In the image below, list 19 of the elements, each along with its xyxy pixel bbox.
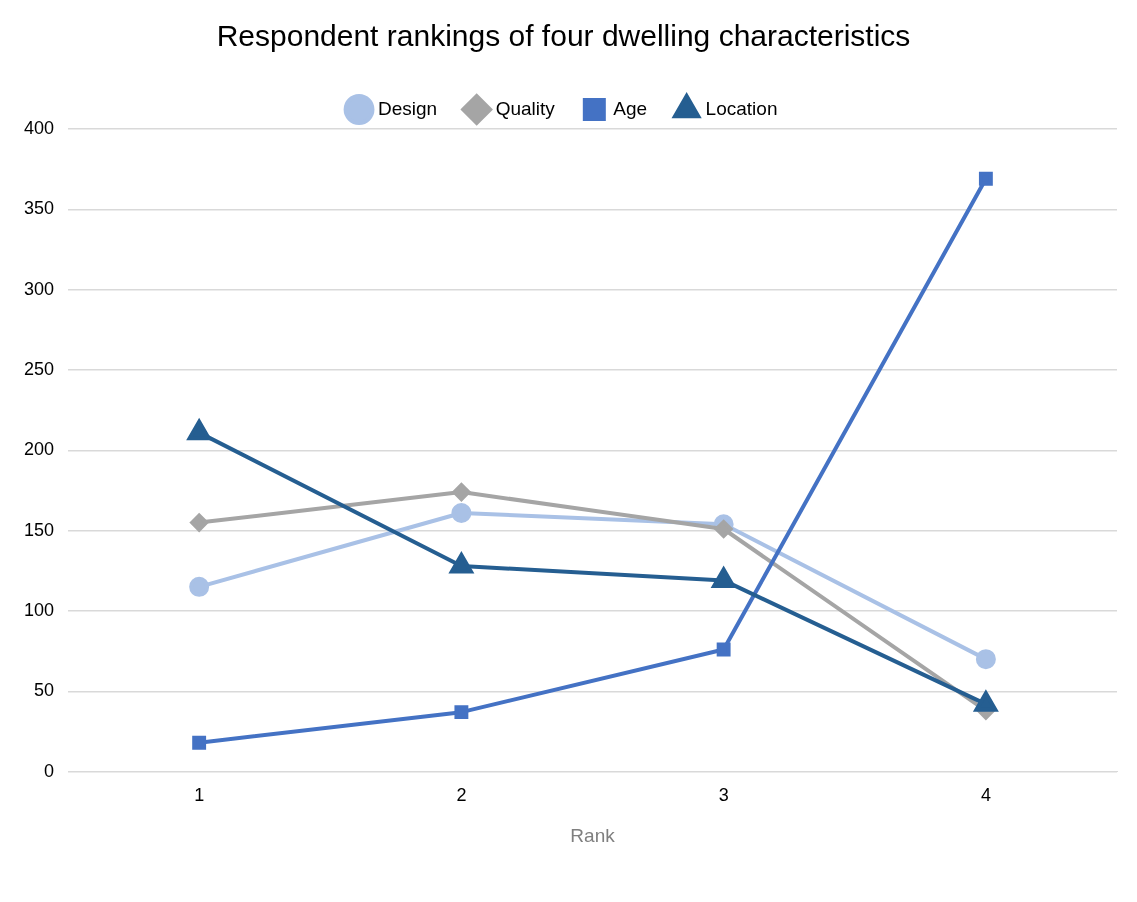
y-tick-label: 250	[23, 358, 55, 379]
y-tick-label: 100	[23, 599, 55, 620]
x-tick-label: 4	[980, 785, 991, 806]
legend-label: Quality	[495, 97, 556, 119]
y-tick-label: 150	[23, 519, 55, 540]
x-axis-title: Rank	[570, 824, 616, 846]
chart-title: Respondent rankings of four dwelling characteristics	[216, 19, 911, 53]
x-tick-label: 2	[456, 785, 467, 806]
legend-label: Location	[705, 97, 778, 119]
x-tick-label: 3	[718, 785, 729, 806]
y-tick-label: 350	[23, 198, 55, 219]
y-tick-label: 300	[23, 278, 55, 299]
y-tick-label: 0	[44, 760, 55, 781]
x-tick-label: 1	[194, 785, 205, 806]
y-tick-label: 50	[34, 680, 55, 701]
y-tick-label: 200	[23, 439, 55, 460]
y-tick-label: 400	[23, 117, 55, 138]
legend-label: Design	[378, 97, 438, 119]
legend-label: Age	[613, 97, 648, 119]
